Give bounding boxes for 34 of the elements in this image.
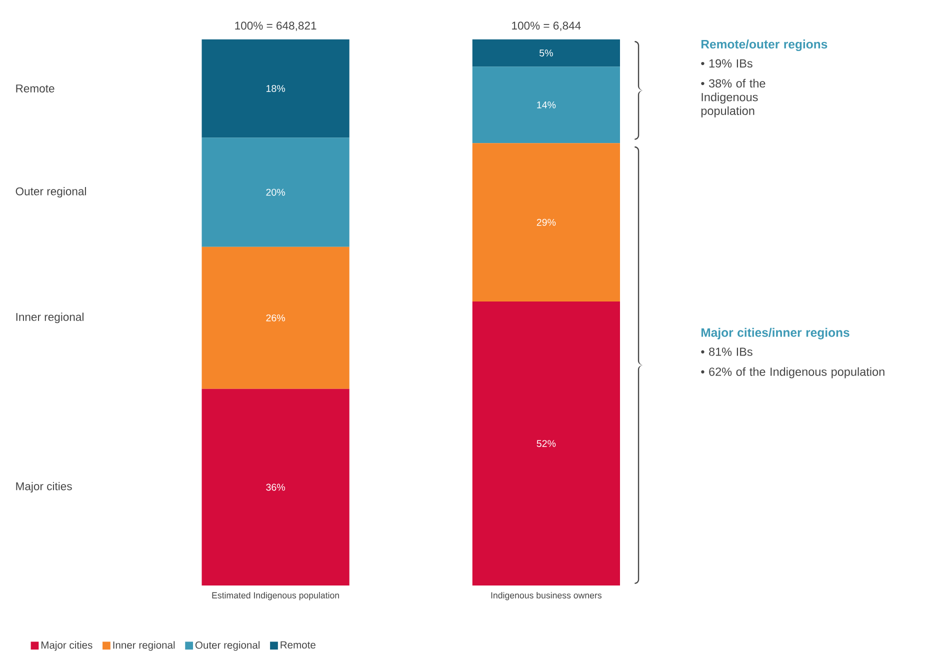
text: Remote/outer regions bbox=[701, 40, 828, 52]
text: Outer regional bbox=[16, 187, 86, 198]
data-label: 20% bbox=[266, 188, 286, 196]
bar bbox=[202, 138, 350, 247]
legend-label: Outer regional bbox=[195, 641, 260, 651]
total-label: 100% = 648,821 bbox=[235, 22, 316, 31]
data-label: 29% bbox=[536, 218, 556, 226]
bar bbox=[202, 388, 350, 586]
data-label: 18% bbox=[266, 85, 286, 92]
legend-label: Remote bbox=[280, 641, 316, 649]
x-tick-label: Estimated Indigenous population bbox=[212, 592, 339, 600]
data-label: 52% bbox=[536, 440, 556, 448]
bar bbox=[472, 143, 620, 302]
total-label: 100% = 6,844 bbox=[512, 22, 581, 31]
text: • 19% IBs bbox=[701, 59, 752, 68]
text: • 81% IBs bbox=[701, 348, 752, 356]
x-tick-label: Indigenous business owners bbox=[491, 592, 602, 600]
bar bbox=[202, 246, 350, 389]
bar bbox=[472, 66, 620, 144]
text: • 38% of the Indigenous population bbox=[701, 78, 766, 118]
data-label: 14% bbox=[537, 101, 556, 108]
data-label: 26% bbox=[266, 314, 286, 322]
data-label: 36% bbox=[266, 484, 286, 491]
bar bbox=[202, 39, 350, 138]
text: Remote bbox=[16, 84, 54, 92]
legend-label: Inner regional bbox=[113, 641, 175, 651]
bar bbox=[472, 302, 620, 586]
text: Inner regional bbox=[16, 312, 84, 324]
bar bbox=[472, 39, 620, 67]
text: • 62% of the Indigenous population bbox=[701, 367, 884, 378]
legend-label: Major cities bbox=[41, 641, 92, 651]
text: Major cities/inner regions bbox=[701, 328, 850, 340]
text: Major cities bbox=[16, 482, 72, 492]
data-label: 5% bbox=[540, 50, 553, 56]
